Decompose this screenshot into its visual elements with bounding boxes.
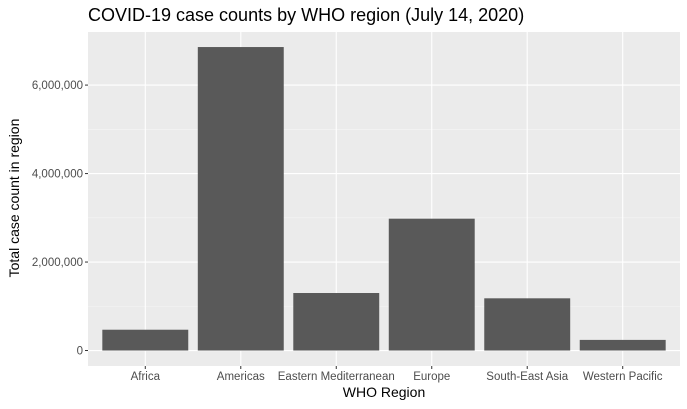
x-tick-label: Europe (413, 371, 450, 383)
y-tick-label: 6,000,000 (32, 80, 83, 92)
chart-title: COVID-19 case counts by WHO region (July… (88, 5, 525, 25)
x-axis-title: WHO Region (342, 384, 426, 400)
bar-americas (197, 47, 284, 351)
y-tick-label: 0 (77, 346, 83, 358)
x-tick-label: Eastern Mediterranean (278, 371, 395, 383)
y-tick-label: 4,000,000 (32, 169, 83, 181)
axes: 0 2,000,000 4,000,000 6,000,000 Africa Americ… (32, 80, 663, 383)
x-tick-label: Americas (217, 371, 265, 383)
bar-europe (388, 218, 475, 351)
bar-south-east-asia (484, 298, 571, 351)
bar-africa (102, 329, 189, 351)
plot-panel (88, 32, 680, 366)
grid-lines (88, 32, 680, 366)
x-tick-label: Africa (131, 371, 161, 383)
y-tick-label: 2,000,000 (32, 257, 83, 269)
bar-western-pacific (579, 339, 666, 351)
x-tick-label: Western Pacific (583, 371, 663, 383)
bar-eastern-mediterranean (293, 293, 380, 351)
x-tick-label: South-East Asia (486, 371, 568, 383)
bars (102, 47, 666, 351)
